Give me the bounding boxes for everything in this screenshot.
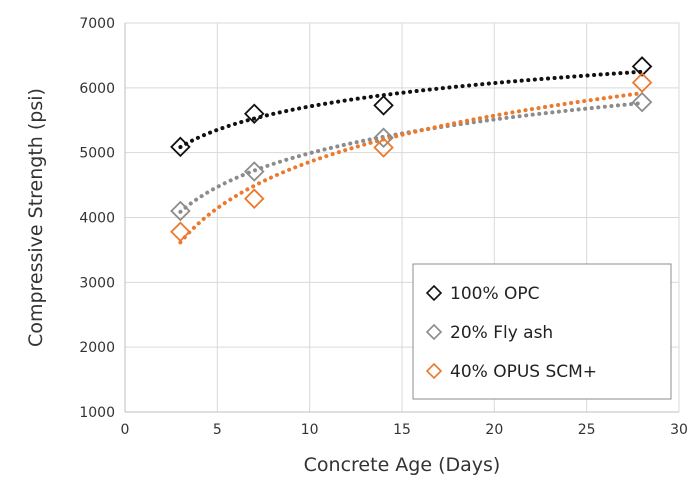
y-tick-label: 2000 xyxy=(79,340,115,356)
legend-label: 20% Fly ash xyxy=(450,323,553,343)
x-tick-label: 10 xyxy=(301,422,319,438)
x-axis-title: Concrete Age (Days) xyxy=(304,454,501,476)
x-tick-label: 0 xyxy=(121,422,130,438)
data-point xyxy=(631,56,653,77)
x-tick-label: 5 xyxy=(213,422,222,438)
legend-marker xyxy=(425,362,443,380)
data-point xyxy=(243,103,265,125)
data-point xyxy=(243,188,265,209)
y-tick-label: 1000 xyxy=(79,405,115,421)
trendline xyxy=(178,101,645,214)
data-point xyxy=(170,221,191,243)
legend-marker xyxy=(425,323,443,341)
y-axis-title: Compressive Strength (psi) xyxy=(25,88,47,347)
legend: 100% OPC 20% Fly ash 40% OPUS SCM+ xyxy=(412,263,672,400)
y-tick-label: 6000 xyxy=(79,81,115,97)
x-tick-label: 30 xyxy=(670,422,688,438)
axes xyxy=(124,23,679,413)
data-point xyxy=(373,127,394,149)
x-tick-label: 20 xyxy=(485,422,503,438)
legend-marker xyxy=(425,284,443,302)
data-point xyxy=(243,161,265,182)
data-point xyxy=(373,137,394,158)
legend-box xyxy=(412,263,672,400)
x-tick-label: 15 xyxy=(393,422,411,438)
data-point xyxy=(631,72,653,93)
trendline xyxy=(178,69,645,150)
data-point xyxy=(170,136,191,158)
tick-labels: 0 5 10 15 20 25 30 1000 2000 3000 4000 5000 6000 7000 xyxy=(79,16,688,438)
trendlines xyxy=(178,69,645,245)
data-points xyxy=(170,56,653,243)
legend-label: 40% OPUS SCM+ xyxy=(450,362,597,382)
y-tick-label: 4000 xyxy=(79,211,115,227)
y-tick-label: 7000 xyxy=(79,16,115,32)
y-tick-label: 3000 xyxy=(79,275,115,291)
data-point xyxy=(631,91,653,113)
x-tick-label: 25 xyxy=(578,422,596,438)
data-point xyxy=(373,95,394,116)
y-tick-label: 5000 xyxy=(79,146,115,162)
trendline xyxy=(178,91,645,245)
legend-label: 100% OPC xyxy=(450,284,540,304)
grid xyxy=(125,22,680,412)
data-point xyxy=(170,200,191,222)
